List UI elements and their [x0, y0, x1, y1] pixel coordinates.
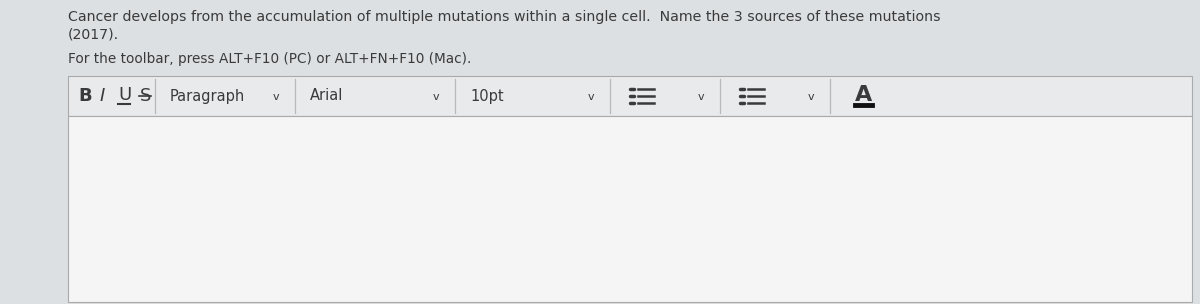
Text: For the toolbar, press ALT+F10 (PC) or ALT+FN+F10 (Mac).: For the toolbar, press ALT+F10 (PC) or A…: [68, 52, 472, 66]
Text: A: A: [854, 85, 872, 105]
Text: v: v: [433, 92, 439, 102]
Text: Cancer develops from the accumulation of multiple mutations within a single cell: Cancer develops from the accumulation of…: [68, 10, 941, 24]
Text: v: v: [808, 92, 815, 102]
Text: v: v: [274, 92, 280, 102]
FancyBboxPatch shape: [68, 116, 1192, 302]
Text: 10pt: 10pt: [470, 88, 504, 103]
Text: B: B: [78, 87, 91, 105]
Text: U: U: [118, 86, 131, 104]
Text: v: v: [698, 92, 704, 102]
Text: S: S: [140, 87, 151, 105]
Text: v: v: [588, 92, 595, 102]
Text: Arial: Arial: [310, 88, 343, 103]
Text: Paragraph: Paragraph: [170, 88, 245, 103]
Text: (2017).: (2017).: [68, 28, 119, 42]
FancyBboxPatch shape: [68, 76, 1192, 116]
Text: I: I: [100, 87, 106, 105]
